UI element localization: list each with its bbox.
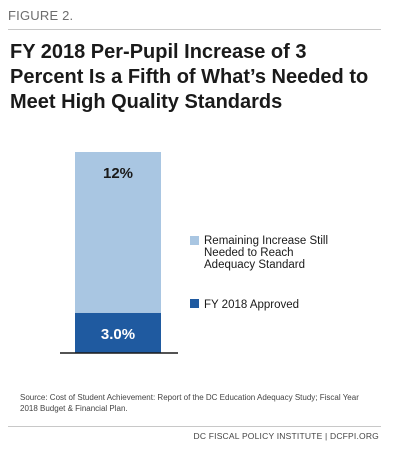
legend-label: Remaining Increase Still Needed to Reach A… [204, 235, 328, 271]
bar-segment-remaining [75, 152, 161, 313]
publisher-credit: DC FISCAL POLICY INSTITUTE | DCFPI.ORG [193, 431, 379, 441]
chart-title: FY 2018 Per-Pupil Increase of 3 Percent … [10, 41, 369, 113]
legend-swatch [190, 236, 199, 245]
data-label-remaining: 12% [103, 165, 133, 182]
legend-swatch [190, 299, 199, 308]
figure-label: FIGURE 2. [8, 8, 74, 23]
source-note: Source: Cost of Student Achievement: Rep… [20, 393, 359, 413]
bar-segment-approved [75, 312, 161, 353]
data-label-approved: 3.0% [101, 326, 135, 343]
top-divider [8, 29, 381, 30]
bottom-divider [8, 426, 381, 427]
legend-label: FY 2018 Approved [204, 299, 299, 311]
